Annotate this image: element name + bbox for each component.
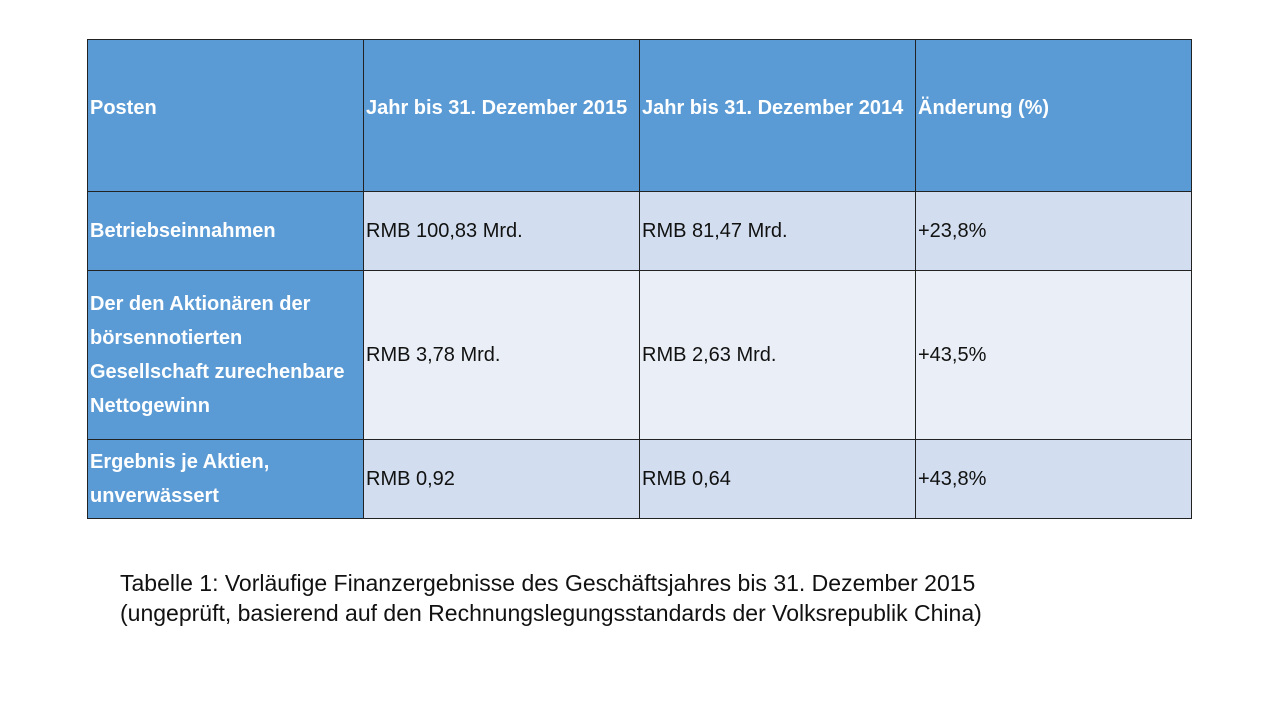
caption-line-1: Tabelle 1: Vorläufige Finanzergebnisse d… — [120, 570, 976, 596]
table-row: Betriebseinnahmen RMB 100,83 Mrd. RMB 81… — [87, 191, 1192, 271]
value-2014: RMB 81,47 Mrd. — [639, 191, 916, 271]
table-caption: Tabelle 1: Vorläufige Finanzergebnisse d… — [120, 568, 982, 628]
financial-results-table: Posten Jahr bis 31. Dezember 2015 Jahr b… — [87, 39, 1192, 519]
row-label: Betriebseinnahmen — [87, 191, 364, 271]
header-2014: Jahr bis 31. Dezember 2014 — [639, 39, 916, 192]
value-2015: RMB 100,83 Mrd. — [363, 191, 640, 271]
header-2015: Jahr bis 31. Dezember 2015 — [363, 39, 640, 192]
value-2014: RMB 0,64 — [639, 439, 916, 519]
value-2015: RMB 0,92 — [363, 439, 640, 519]
value-2015: RMB 3,78 Mrd. — [363, 270, 640, 440]
header-posten: Posten — [87, 39, 364, 192]
value-change: +43,5% — [915, 270, 1192, 440]
header-change: Änderung (%) — [915, 39, 1192, 192]
table-row: Der den Aktionären der börsennotierten G… — [87, 270, 1192, 440]
value-change: +43,8% — [915, 439, 1192, 519]
table-header-row: Posten Jahr bis 31. Dezember 2015 Jahr b… — [87, 39, 1192, 192]
value-2014: RMB 2,63 Mrd. — [639, 270, 916, 440]
row-label: Der den Aktionären der börsennotierten G… — [87, 270, 364, 440]
value-change: +23,8% — [915, 191, 1192, 271]
caption-line-2: (ungeprüft, basierend auf den Rechnungsl… — [120, 600, 982, 626]
row-label: Ergebnis je Aktien, unverwässert — [87, 439, 364, 519]
table-row: Ergebnis je Aktien, unverwässert RMB 0,9… — [87, 439, 1192, 519]
